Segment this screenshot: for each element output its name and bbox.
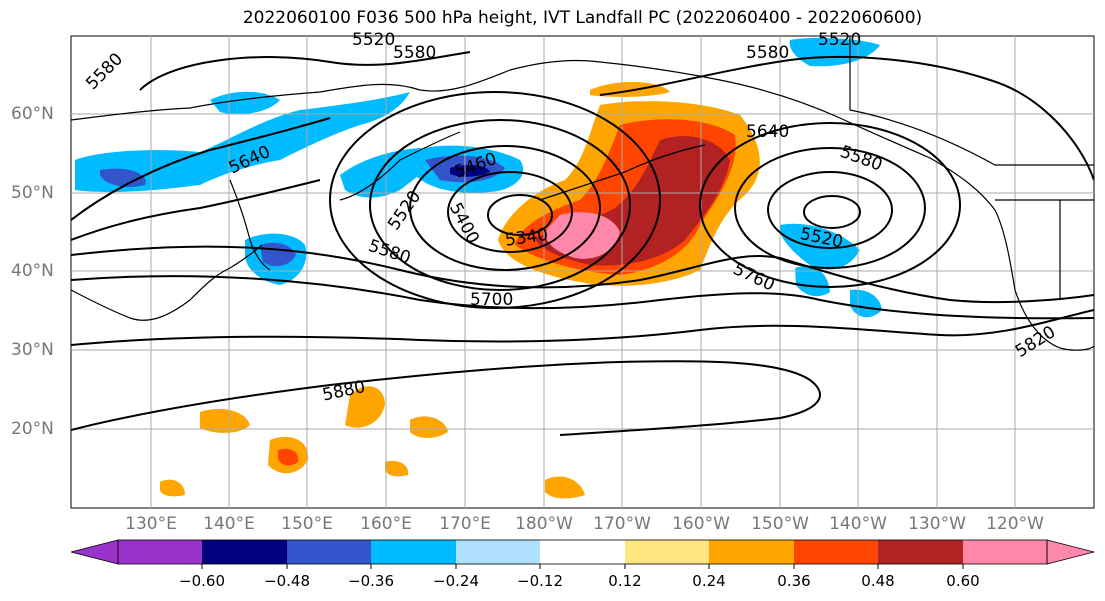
lat-label: 20°N [11, 419, 54, 439]
lat-label: 50°N [11, 183, 54, 203]
lat-label: 40°N [11, 261, 54, 281]
map-title: 2022060100 F036 500 hPa height, IVT Land… [242, 8, 923, 28]
lon-label: 160°E [360, 514, 412, 534]
contour-label: 5520 [352, 30, 395, 50]
lon-label: 180°W [515, 514, 573, 534]
colorbar-tick-label: 0.48 [861, 572, 895, 590]
contour-label: 5520 [818, 30, 861, 50]
lat-label: 30°N [11, 340, 54, 360]
lon-label: 170°E [439, 514, 491, 534]
lon-label: 130°E [125, 514, 177, 534]
lat-label: 60°N [11, 104, 54, 124]
contour-label: 5580 [393, 43, 436, 63]
contour-label: 5640 [746, 122, 789, 142]
colorbar-tick-label: −0.24 [433, 572, 479, 590]
colorbar-tick-label: 0.12 [608, 572, 642, 590]
colorbar-tick-label: 0.24 [692, 572, 726, 590]
coastlines [71, 36, 1094, 351]
lon-label: 140°W [829, 514, 887, 534]
lon-label: 130°W [908, 514, 966, 534]
colorbar [70, 539, 1095, 569]
lon-label: 120°W [986, 514, 1044, 534]
lon-label: 160°W [672, 514, 730, 534]
colorbar-tick-label: 0.36 [777, 572, 811, 590]
colorbar-tick-label: −0.60 [179, 572, 225, 590]
lon-label: 150°E [281, 514, 333, 534]
contour-label: 5700 [470, 290, 513, 310]
colorbar-tick-label: −0.36 [348, 572, 394, 590]
contour-label: 5580 [746, 43, 789, 63]
lon-label: 140°E [203, 514, 255, 534]
colorbar-tick-label: 0.60 [946, 572, 980, 590]
height-contours [71, 51, 1094, 436]
lon-label: 170°W [593, 514, 651, 534]
colorbar-tick-label: −0.48 [264, 572, 310, 590]
lon-label: 150°W [751, 514, 809, 534]
colorbar-tick-label: −0.12 [517, 572, 563, 590]
